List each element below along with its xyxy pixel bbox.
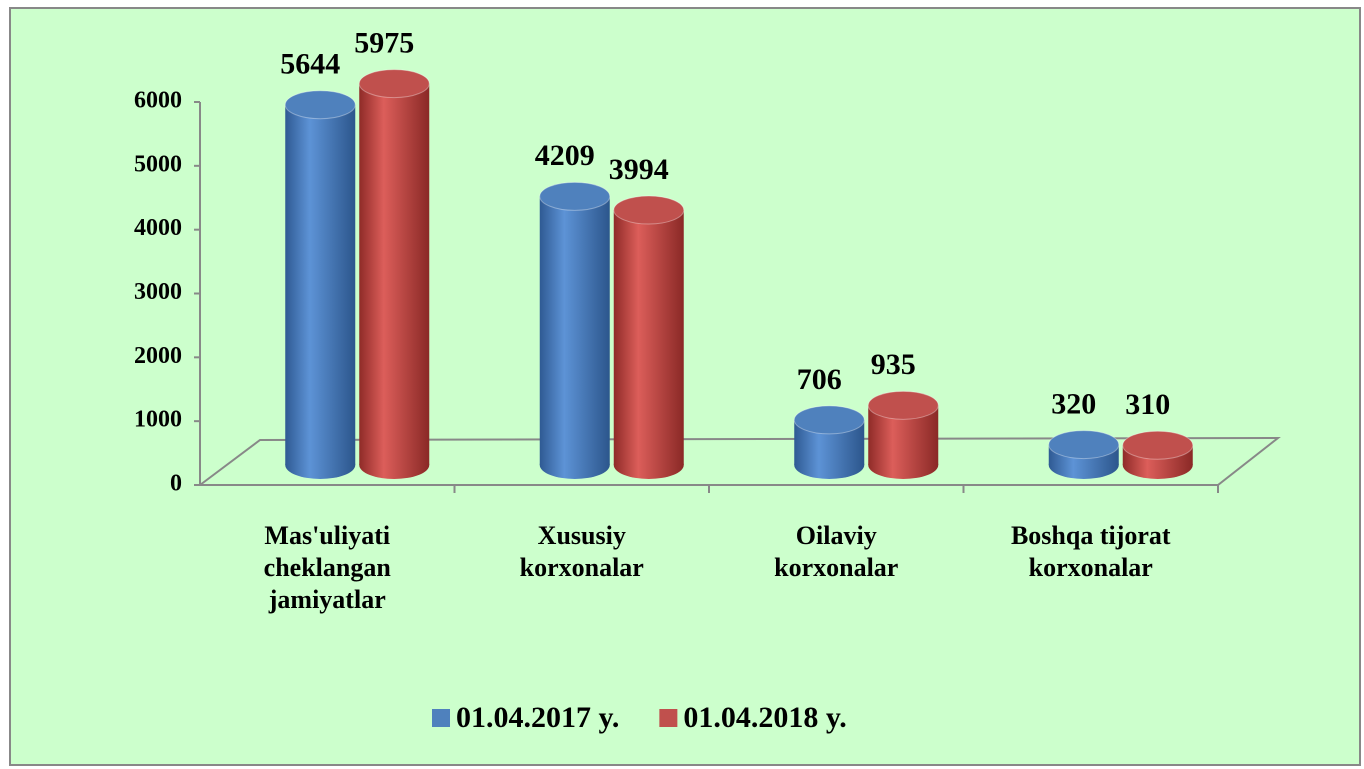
cylinder: [1048, 430, 1120, 479]
x-label-box: Xususiy korxonalar: [519, 521, 644, 582]
value-label: 320: [1051, 387, 1096, 420]
y-tick-label: 6000: [134, 88, 182, 114]
x-tick-label: Xususiy korxonalar: [519, 521, 644, 582]
x-tick-label: Mas'uliyati cheklangan jamiyatlar: [263, 521, 391, 614]
legend-label: 01.04.2017 y.: [456, 701, 619, 734]
cylinder: [793, 405, 865, 479]
y-tick-label: 4000: [134, 215, 182, 241]
x-label-box: Oilaviy korxonalar: [774, 521, 899, 582]
legend-swatch: [432, 709, 450, 727]
value-label: 4209: [535, 139, 595, 172]
bar: [359, 83, 430, 466]
x-label-box: Boshqa tijorat korxonalar: [1010, 521, 1171, 582]
cylinder-top: [1122, 430, 1194, 460]
chart-area: [9, 7, 1361, 766]
cylinder-top: [1048, 430, 1120, 460]
x-tick-label: Boshqa tijorat korxonalar: [1010, 521, 1171, 582]
cylinder-top: [539, 181, 611, 211]
value-label: 935: [871, 348, 916, 381]
cylinder-top: [284, 90, 356, 120]
cylinder: [539, 181, 611, 479]
value-label: 310: [1125, 388, 1170, 421]
cylinder-top: [358, 69, 430, 99]
y-tick-label: 5000: [134, 151, 182, 177]
bar: [539, 196, 610, 465]
x-label-box: Mas'uliyati cheklangan jamiyatlar: [263, 521, 391, 614]
cylinder: [358, 69, 430, 479]
bar: [613, 210, 684, 465]
cylinder: [1122, 430, 1194, 479]
bar: [285, 104, 356, 465]
cylinder: [867, 390, 939, 479]
value-label: 5644: [280, 48, 340, 81]
legend-label: 01.04.2018 y.: [683, 701, 846, 734]
value-label: 5975: [354, 26, 414, 59]
y-tick-label: 3000: [134, 279, 182, 305]
cylinder-top: [793, 405, 865, 435]
value-label: 706: [797, 363, 842, 396]
x-tick-label: Oilaviy korxonalar: [774, 521, 899, 582]
value-label: 3994: [609, 153, 669, 186]
y-tick-label: 0: [170, 471, 182, 497]
legend-swatch: [659, 709, 678, 727]
cylinder: [284, 90, 356, 479]
cylinder-top: [867, 390, 939, 420]
cylinder-top: [613, 195, 685, 225]
cylinder: [613, 195, 685, 479]
y-tick-label: 1000: [134, 407, 182, 433]
y-tick-label: 2000: [134, 343, 182, 369]
